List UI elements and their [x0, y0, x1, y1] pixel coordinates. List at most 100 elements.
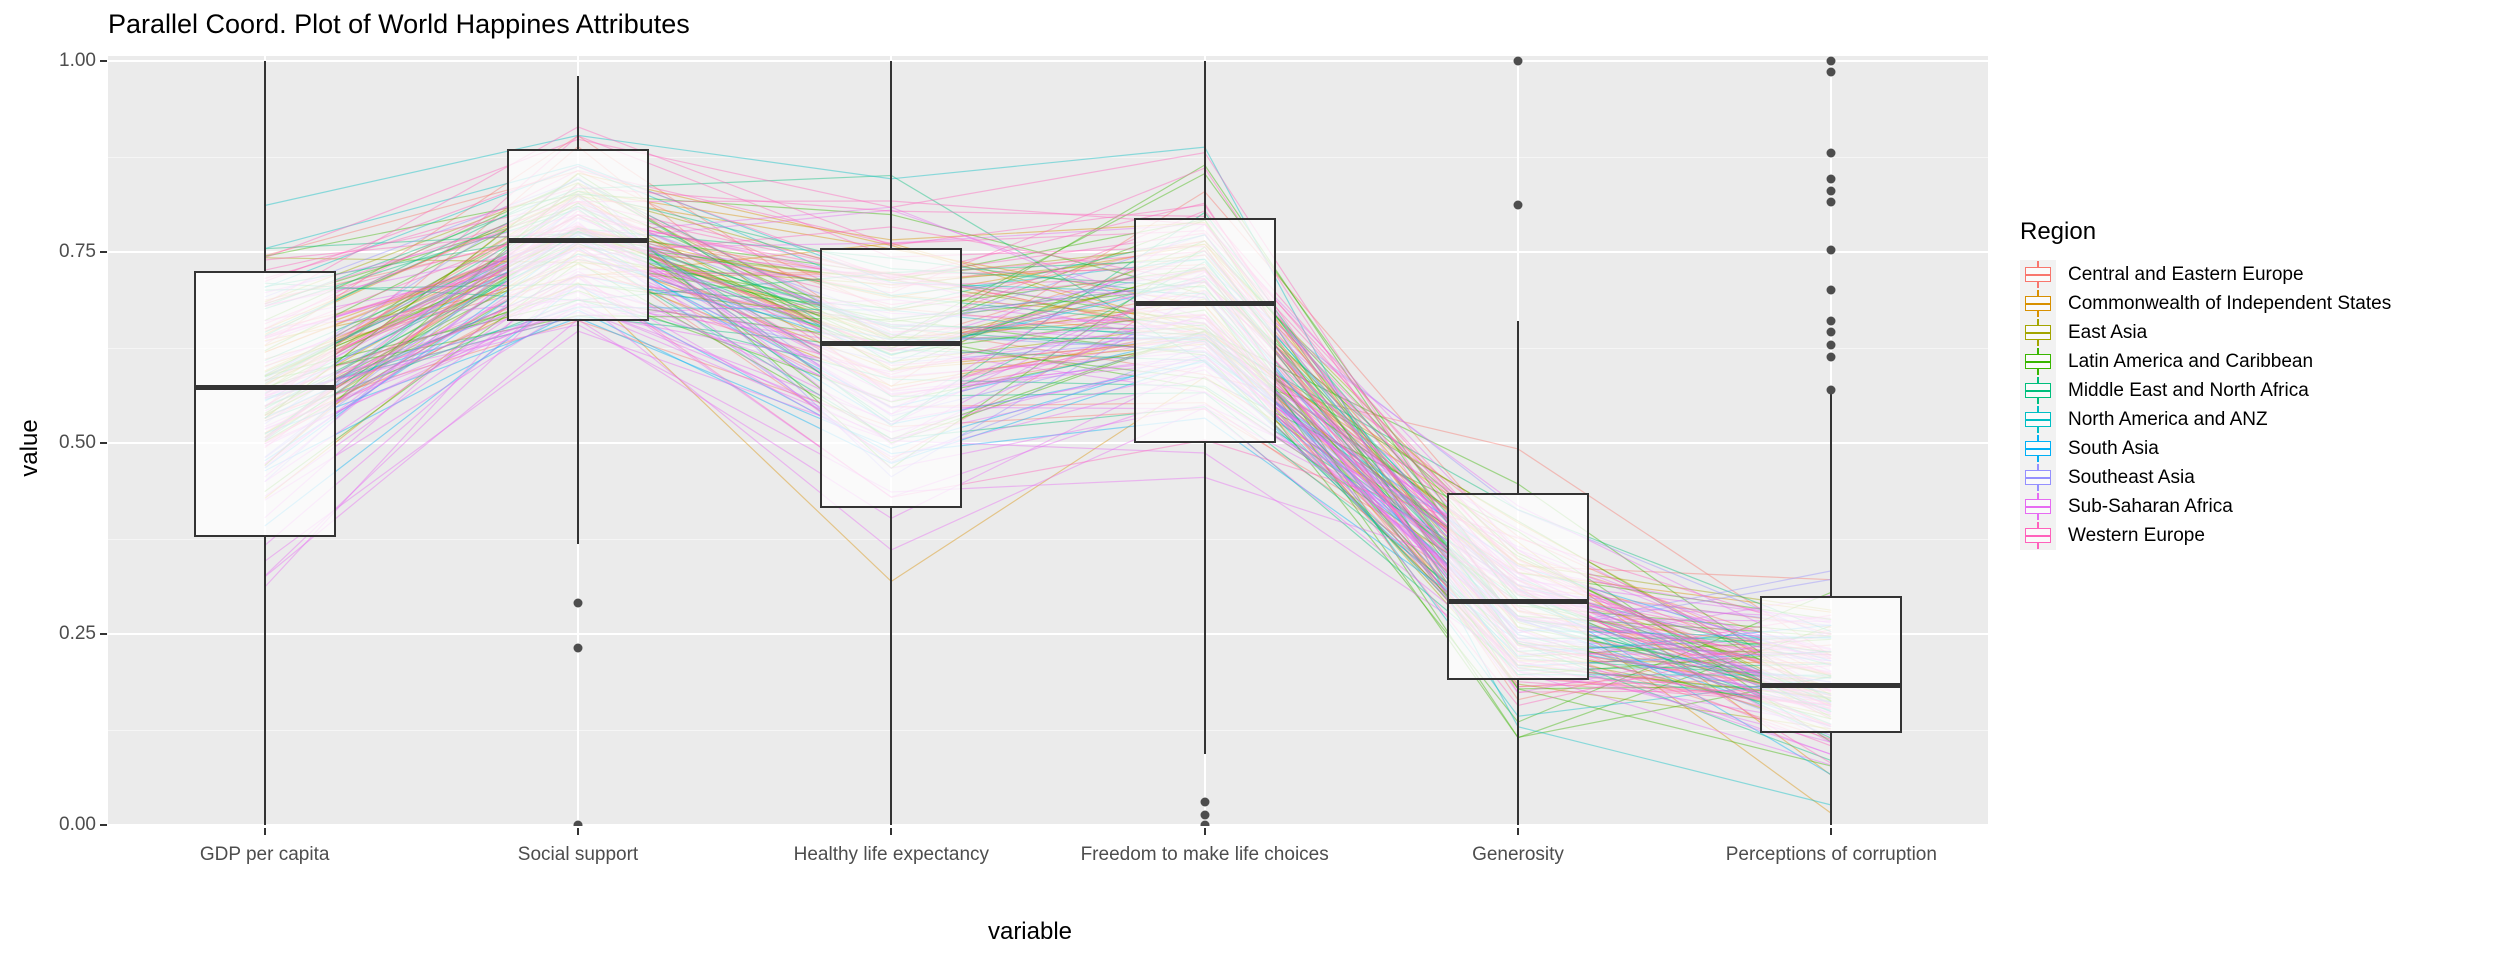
- boxplot-median-line: [1760, 683, 1903, 689]
- x-axis-tick-mark: [890, 828, 893, 835]
- legend-item-label: Western Europe: [2068, 524, 2205, 546]
- boxplot-box: [1447, 492, 1589, 680]
- legend-item-label: Southeast Asia: [2068, 466, 2195, 488]
- legend-key-median: [2025, 390, 2051, 392]
- x-axis-tick-label: Perceptions of corruption: [1725, 844, 1937, 865]
- legend-item[interactable]: Western Europe: [2020, 521, 2490, 550]
- y-axis-tick-label: 0.75: [59, 241, 96, 262]
- legend-item-label: Commonwealth of Independent States: [2068, 292, 2392, 314]
- legend-key-median: [2025, 448, 2051, 450]
- boxplot-median-line: [1447, 599, 1589, 605]
- gridline-y-minor: [108, 347, 1988, 349]
- boxplot-outlier-point: [1826, 285, 1836, 295]
- legend-key-boxplot-icon: [2020, 405, 2056, 434]
- legend-key-median: [2025, 274, 2051, 276]
- legend-item[interactable]: Central and Eastern Europe: [2020, 260, 2490, 289]
- boxplot-box: [1133, 217, 1276, 443]
- parallel-coordinate-line: [264, 273, 1832, 636]
- legend-item[interactable]: Southeast Asia: [2020, 463, 2490, 492]
- parallel-coordinate-line: [264, 309, 1832, 728]
- x-axis-title: variable: [987, 918, 1073, 945]
- legend-key-boxplot-icon: [2020, 434, 2056, 463]
- y-axis-tick-label: 0.00: [59, 814, 96, 835]
- boxplot-outlier-point: [1826, 67, 1836, 77]
- boxplot-outlier-point: [1826, 186, 1836, 196]
- legend-item[interactable]: Commonwealth of Independent States: [2020, 289, 2490, 318]
- boxplot-whisker-lower: [577, 320, 579, 544]
- legend: Region Central and Eastern Europe Commonw…: [2020, 218, 2490, 550]
- plot-panel: [108, 56, 1988, 826]
- gridline-y-major: [108, 633, 1988, 635]
- boxplot-outlier-point: [1826, 352, 1836, 362]
- parallel-coordinate-line: [264, 284, 1832, 703]
- y-axis-tick-mark: [100, 60, 107, 62]
- legend-key-boxplot-icon: [2020, 260, 2056, 289]
- boxplot-outlier-point: [573, 820, 583, 826]
- legend-key-median: [2025, 535, 2051, 537]
- legend-key-median: [2025, 361, 2051, 363]
- legend-item-label: Central and Eastern Europe: [2068, 263, 2304, 285]
- legend-item-label: South Asia: [2068, 437, 2159, 459]
- legend-key-boxplot-icon: [2020, 521, 2056, 550]
- legend-item-label: Latin America and Caribbean: [2068, 350, 2314, 372]
- legend-item[interactable]: Middle East and North Africa: [2020, 376, 2490, 405]
- x-axis-tick-mark: [1203, 828, 1206, 835]
- y-axis-tick-mark: [100, 633, 107, 635]
- x-axis-tick-mark: [1517, 828, 1519, 835]
- y-axis-tick-mark: [100, 824, 107, 826]
- boxplot-whisker-lower: [1203, 443, 1206, 754]
- boxplot-whisker-upper: [263, 61, 266, 272]
- parallel-coordinate-line: [264, 298, 1832, 624]
- parallel-coordinate-line: [264, 298, 1832, 755]
- y-axis-tick-mark: [100, 251, 107, 253]
- parallel-coordinate-line: [264, 244, 1832, 581]
- parallel-coordinate-line: [264, 303, 1832, 622]
- y-axis-tick-label: 0.25: [59, 623, 96, 644]
- boxplot-outlier-point: [1826, 327, 1836, 337]
- legend-item[interactable]: South Asia: [2020, 434, 2490, 463]
- legend-key-boxplot-icon: [2020, 347, 2056, 376]
- legend-item[interactable]: North America and ANZ: [2020, 405, 2490, 434]
- boxplot-outlier-point: [1826, 197, 1836, 207]
- parallel-coordinate-lines: [264, 126, 1832, 814]
- parallel-coordinate-line: [264, 134, 1832, 806]
- boxplot-outlier-point: [1826, 340, 1836, 350]
- boxplot-box: [193, 271, 336, 537]
- boxplot-median-line: [1133, 301, 1276, 307]
- boxplot-box: [1760, 595, 1903, 734]
- boxplot-whisker-upper: [1203, 61, 1206, 218]
- x-axis-tick-mark: [1830, 828, 1833, 835]
- legend-item[interactable]: East Asia: [2020, 318, 2490, 347]
- legend-item-label: North America and ANZ: [2068, 408, 2268, 430]
- legend-item[interactable]: Latin America and Caribbean: [2020, 347, 2490, 376]
- boxplot-whisker-upper: [890, 61, 893, 249]
- legend-item[interactable]: Sub-Saharan Africa: [2020, 492, 2490, 521]
- chart-title: Parallel Coord. Plot of World Happines A…: [108, 9, 690, 39]
- boxplot-outlier-point: [1826, 56, 1836, 66]
- boxplot-outlier-point: [1200, 797, 1210, 807]
- x-axis-tick-mark: [577, 828, 579, 835]
- legend-item-label: East Asia: [2068, 321, 2148, 343]
- boxplot-whisker-upper: [1517, 320, 1519, 493]
- gridline-y-major: [108, 251, 1988, 253]
- boxplot-outlier-point: [573, 598, 583, 608]
- x-axis-tick-label: Healthy life expectancy: [793, 844, 990, 865]
- x-axis-tick-label: Freedom to make life choices: [1080, 844, 1329, 865]
- boxplot-box: [820, 248, 963, 508]
- legend-key-median: [2025, 419, 2051, 421]
- boxplot-outlier-point: [1200, 820, 1210, 826]
- boxplot-median-line: [507, 238, 649, 244]
- x-axis-tick-label: Generosity: [1472, 844, 1564, 865]
- boxplot-outlier-point: [1826, 385, 1836, 395]
- legend-key-median: [2025, 332, 2051, 334]
- legend-key-boxplot-icon: [2020, 463, 2056, 492]
- legend-key-boxplot-icon: [2020, 289, 2056, 318]
- boxplot-whisker-upper: [577, 76, 579, 149]
- x-axis-tick-label: GDP per capita: [199, 844, 330, 865]
- boxplot-outlier-point: [1826, 316, 1836, 326]
- x-axis-tick-label: Social support: [517, 844, 639, 865]
- legend-key-median: [2025, 303, 2051, 305]
- boxplot-outlier-point: [1826, 245, 1836, 255]
- boxplot-outlier-point: [1513, 200, 1523, 210]
- y-axis-tick-label: 0.50: [59, 432, 96, 453]
